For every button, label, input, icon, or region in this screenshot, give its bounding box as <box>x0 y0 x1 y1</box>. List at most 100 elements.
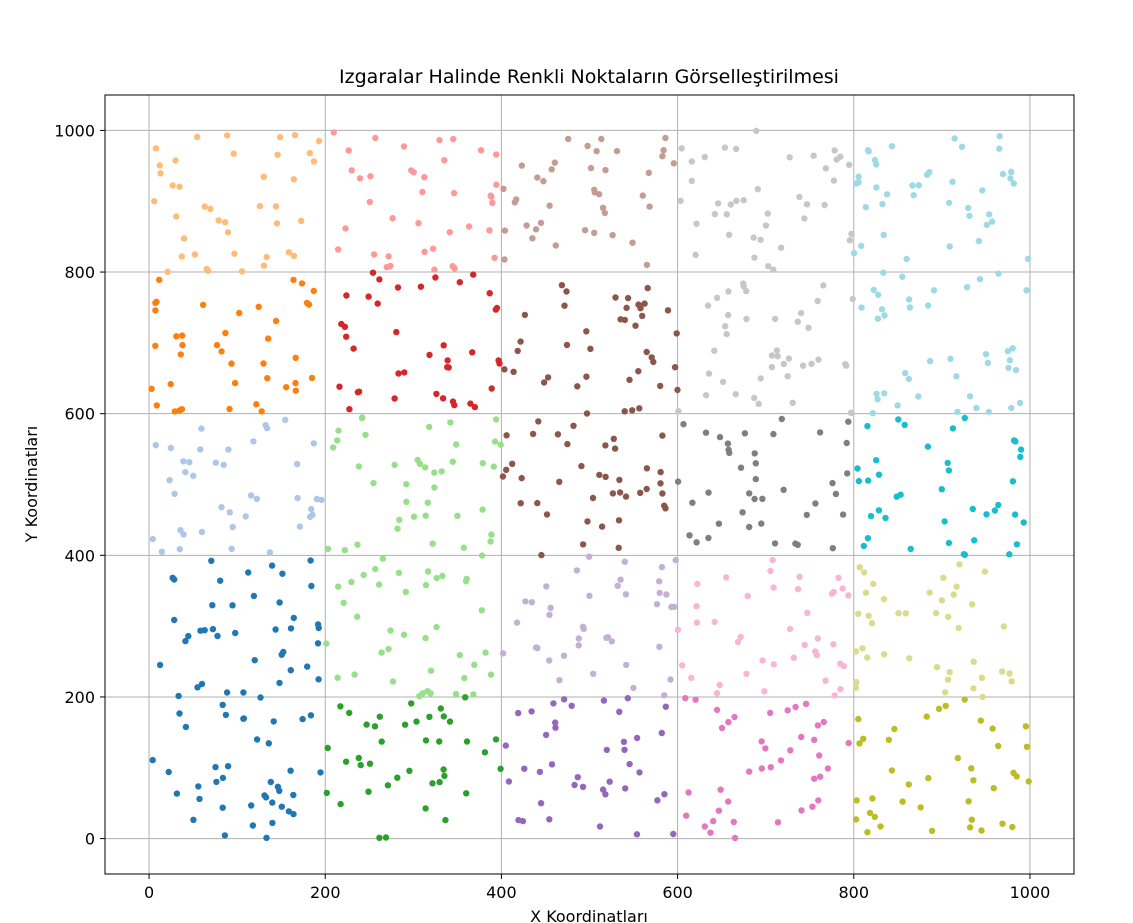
scatter-point <box>629 239 636 246</box>
scatter-point <box>945 539 953 547</box>
scatter-point <box>723 330 730 338</box>
scatter-point <box>292 379 299 387</box>
scatter-point <box>426 351 433 359</box>
scatter-point <box>675 408 682 415</box>
x-tick-label: 200 <box>310 883 341 902</box>
scatter-point <box>969 505 976 513</box>
scatter-point <box>433 623 440 631</box>
scatter-point <box>746 523 753 531</box>
scatter-point <box>290 791 297 799</box>
scatter-point <box>770 266 777 273</box>
scatter-point <box>571 781 578 789</box>
scatter-point <box>424 568 432 575</box>
scatter-point <box>334 246 342 253</box>
scatter-point <box>732 391 739 398</box>
scatter-point <box>873 184 880 191</box>
scatter-point <box>447 419 454 426</box>
scatter-point <box>367 173 374 180</box>
scatter-point <box>304 663 311 670</box>
scatter-point <box>954 408 961 416</box>
scatter-point <box>518 162 525 169</box>
scatter-point <box>546 816 553 823</box>
scatter-point <box>854 465 861 472</box>
scatter-point <box>478 607 485 614</box>
scatter-point <box>830 177 838 184</box>
scatter-point <box>613 147 621 155</box>
scatter-point <box>803 511 810 519</box>
scatter-point <box>978 674 986 681</box>
scatter-point <box>528 599 536 606</box>
scatter-point <box>521 311 529 319</box>
scatter-point <box>693 220 700 227</box>
scatter-point <box>674 626 682 633</box>
scatter-point <box>265 740 272 747</box>
scatter-point <box>298 217 305 224</box>
scatter-point <box>762 222 770 229</box>
scatter-point <box>1004 348 1011 355</box>
scatter-point <box>574 383 581 390</box>
scatter-point <box>470 271 477 278</box>
scatter-point <box>401 369 408 376</box>
scatter-point <box>401 721 409 728</box>
scatter-point <box>560 696 568 703</box>
scatter-point <box>975 237 983 245</box>
scatter-point <box>615 544 622 551</box>
scatter-point <box>871 156 879 164</box>
scatter-point <box>751 450 758 457</box>
scatter-point <box>938 597 946 604</box>
scatter-point <box>491 438 499 445</box>
scatter-point <box>374 300 381 307</box>
scatter-point <box>885 736 893 743</box>
scatter-point <box>536 768 544 776</box>
scatter-point <box>561 302 568 309</box>
scatter-point <box>824 765 832 772</box>
scatter-point <box>591 189 598 196</box>
scatter-point <box>376 276 383 283</box>
scatter-point <box>624 294 632 302</box>
scatter-point <box>280 648 287 656</box>
scatter-point <box>240 689 247 696</box>
scatter-point <box>903 255 910 263</box>
scatter-point <box>452 441 460 448</box>
scatter-point <box>229 523 236 531</box>
scatter-point <box>570 422 577 429</box>
scatter-point <box>850 250 858 257</box>
scatter-point <box>942 689 949 696</box>
scatter-point <box>224 132 231 139</box>
scatter-point <box>440 713 447 720</box>
scatter-point <box>1012 366 1020 374</box>
scatter-point <box>371 723 379 730</box>
scatter-point <box>905 781 912 788</box>
scatter-point <box>151 198 158 205</box>
scatter-point <box>755 400 762 407</box>
x-tick-label: 600 <box>662 883 693 902</box>
scatter-point <box>1008 678 1015 685</box>
scatter-point <box>639 192 646 199</box>
scatter-point <box>785 355 792 362</box>
scatter-point <box>427 667 435 674</box>
scatter-point <box>195 783 202 790</box>
scatter-point <box>213 341 221 349</box>
scatter-point <box>285 249 293 256</box>
scatter-point <box>925 774 932 782</box>
scatter-point <box>860 569 868 576</box>
scatter-point <box>378 738 385 745</box>
scatter-point <box>209 602 216 609</box>
scatter-point <box>812 500 819 507</box>
scatter-point <box>641 300 648 307</box>
scatter-point <box>891 725 898 733</box>
scatter-point <box>786 154 793 161</box>
scatter-point <box>365 293 372 300</box>
scatter-point <box>953 583 960 590</box>
scatter-point <box>421 248 428 255</box>
scatter-point <box>880 231 887 239</box>
scatter-point <box>761 688 768 695</box>
scatter-point <box>470 691 477 698</box>
scatter-point <box>624 695 631 702</box>
scatter-point <box>767 567 774 575</box>
scatter-point <box>387 627 394 634</box>
scatter-point <box>556 677 563 684</box>
scatter-point <box>198 425 205 432</box>
scatter-point <box>873 390 880 397</box>
scatter-point <box>590 670 597 677</box>
